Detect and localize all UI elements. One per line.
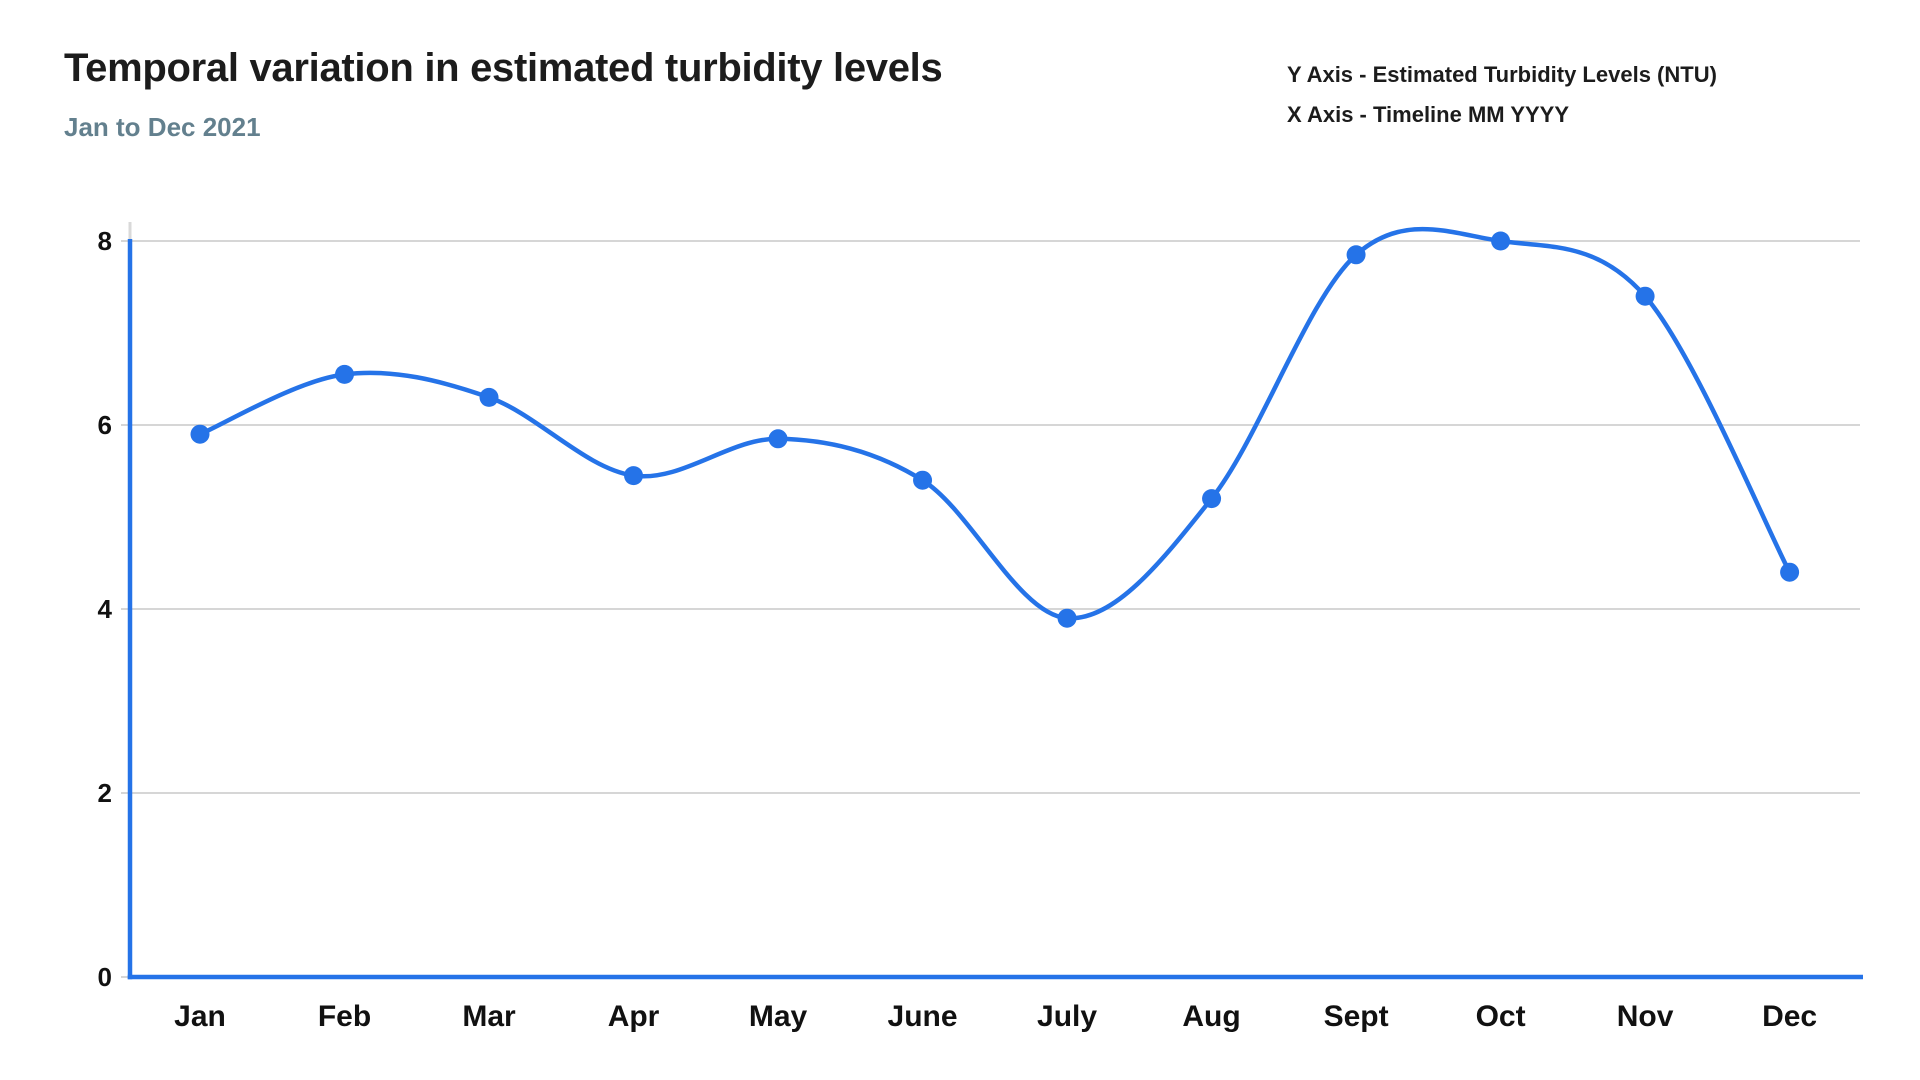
x-axis-month-label-sept: Sept: [1324, 1000, 1389, 1033]
data-point-jan[interactable]: [190, 424, 210, 444]
x-axis-note: X Axis - Timeline MM YYYY: [1287, 102, 1570, 127]
y-axis-tick-label: 0: [98, 962, 112, 992]
x-axis-month-label-june: June: [888, 1000, 958, 1033]
turbidity-line-series: [197, 226, 1792, 621]
data-point-mar[interactable]: [479, 387, 499, 407]
x-axis-month-label-july: July: [1037, 1000, 1097, 1033]
data-point-sept[interactable]: [1346, 245, 1366, 265]
x-axis-month-label-apr: Apr: [608, 1000, 660, 1033]
data-point-may[interactable]: [768, 429, 788, 449]
data-point-aug[interactable]: [1202, 489, 1222, 509]
data-point-june[interactable]: [913, 470, 933, 490]
x-axis-month-label-feb: Feb: [318, 1000, 371, 1033]
x-axis-month-label-aug: Aug: [1182, 1000, 1240, 1033]
data-point-feb[interactable]: [335, 364, 355, 384]
data-point-apr[interactable]: [624, 466, 644, 486]
chart-subtitle: Jan to Dec 2021: [64, 112, 261, 142]
y-axis-note: Y Axis - Estimated Turbidity Levels (NTU…: [1287, 62, 1717, 87]
x-axis-month-label-may: May: [749, 1000, 808, 1033]
data-point-dec[interactable]: [1780, 562, 1800, 582]
y-axis-tick-label: 2: [98, 778, 112, 808]
y-axis-tick-label: 8: [98, 226, 112, 256]
data-point-july[interactable]: [1057, 608, 1077, 628]
y-axis-tick-label: 6: [98, 410, 112, 440]
x-axis-month-label-dec: Dec: [1762, 1000, 1817, 1033]
chart-title: Temporal variation in estimated turbidit…: [64, 46, 943, 90]
x-axis-month-label-nov: Nov: [1617, 1000, 1674, 1033]
data-point-nov[interactable]: [1635, 286, 1655, 306]
y-axis-tick-label: 4: [98, 594, 113, 624]
axis-notes: Y Axis - Estimated Turbidity Levels (NTU…: [1287, 55, 1717, 135]
data-point-oct[interactable]: [1491, 231, 1511, 251]
x-axis-month-label-jan: Jan: [174, 1000, 226, 1033]
x-axis-month-label-mar: Mar: [462, 1000, 516, 1033]
x-axis-month-label-oct: Oct: [1476, 1000, 1526, 1033]
